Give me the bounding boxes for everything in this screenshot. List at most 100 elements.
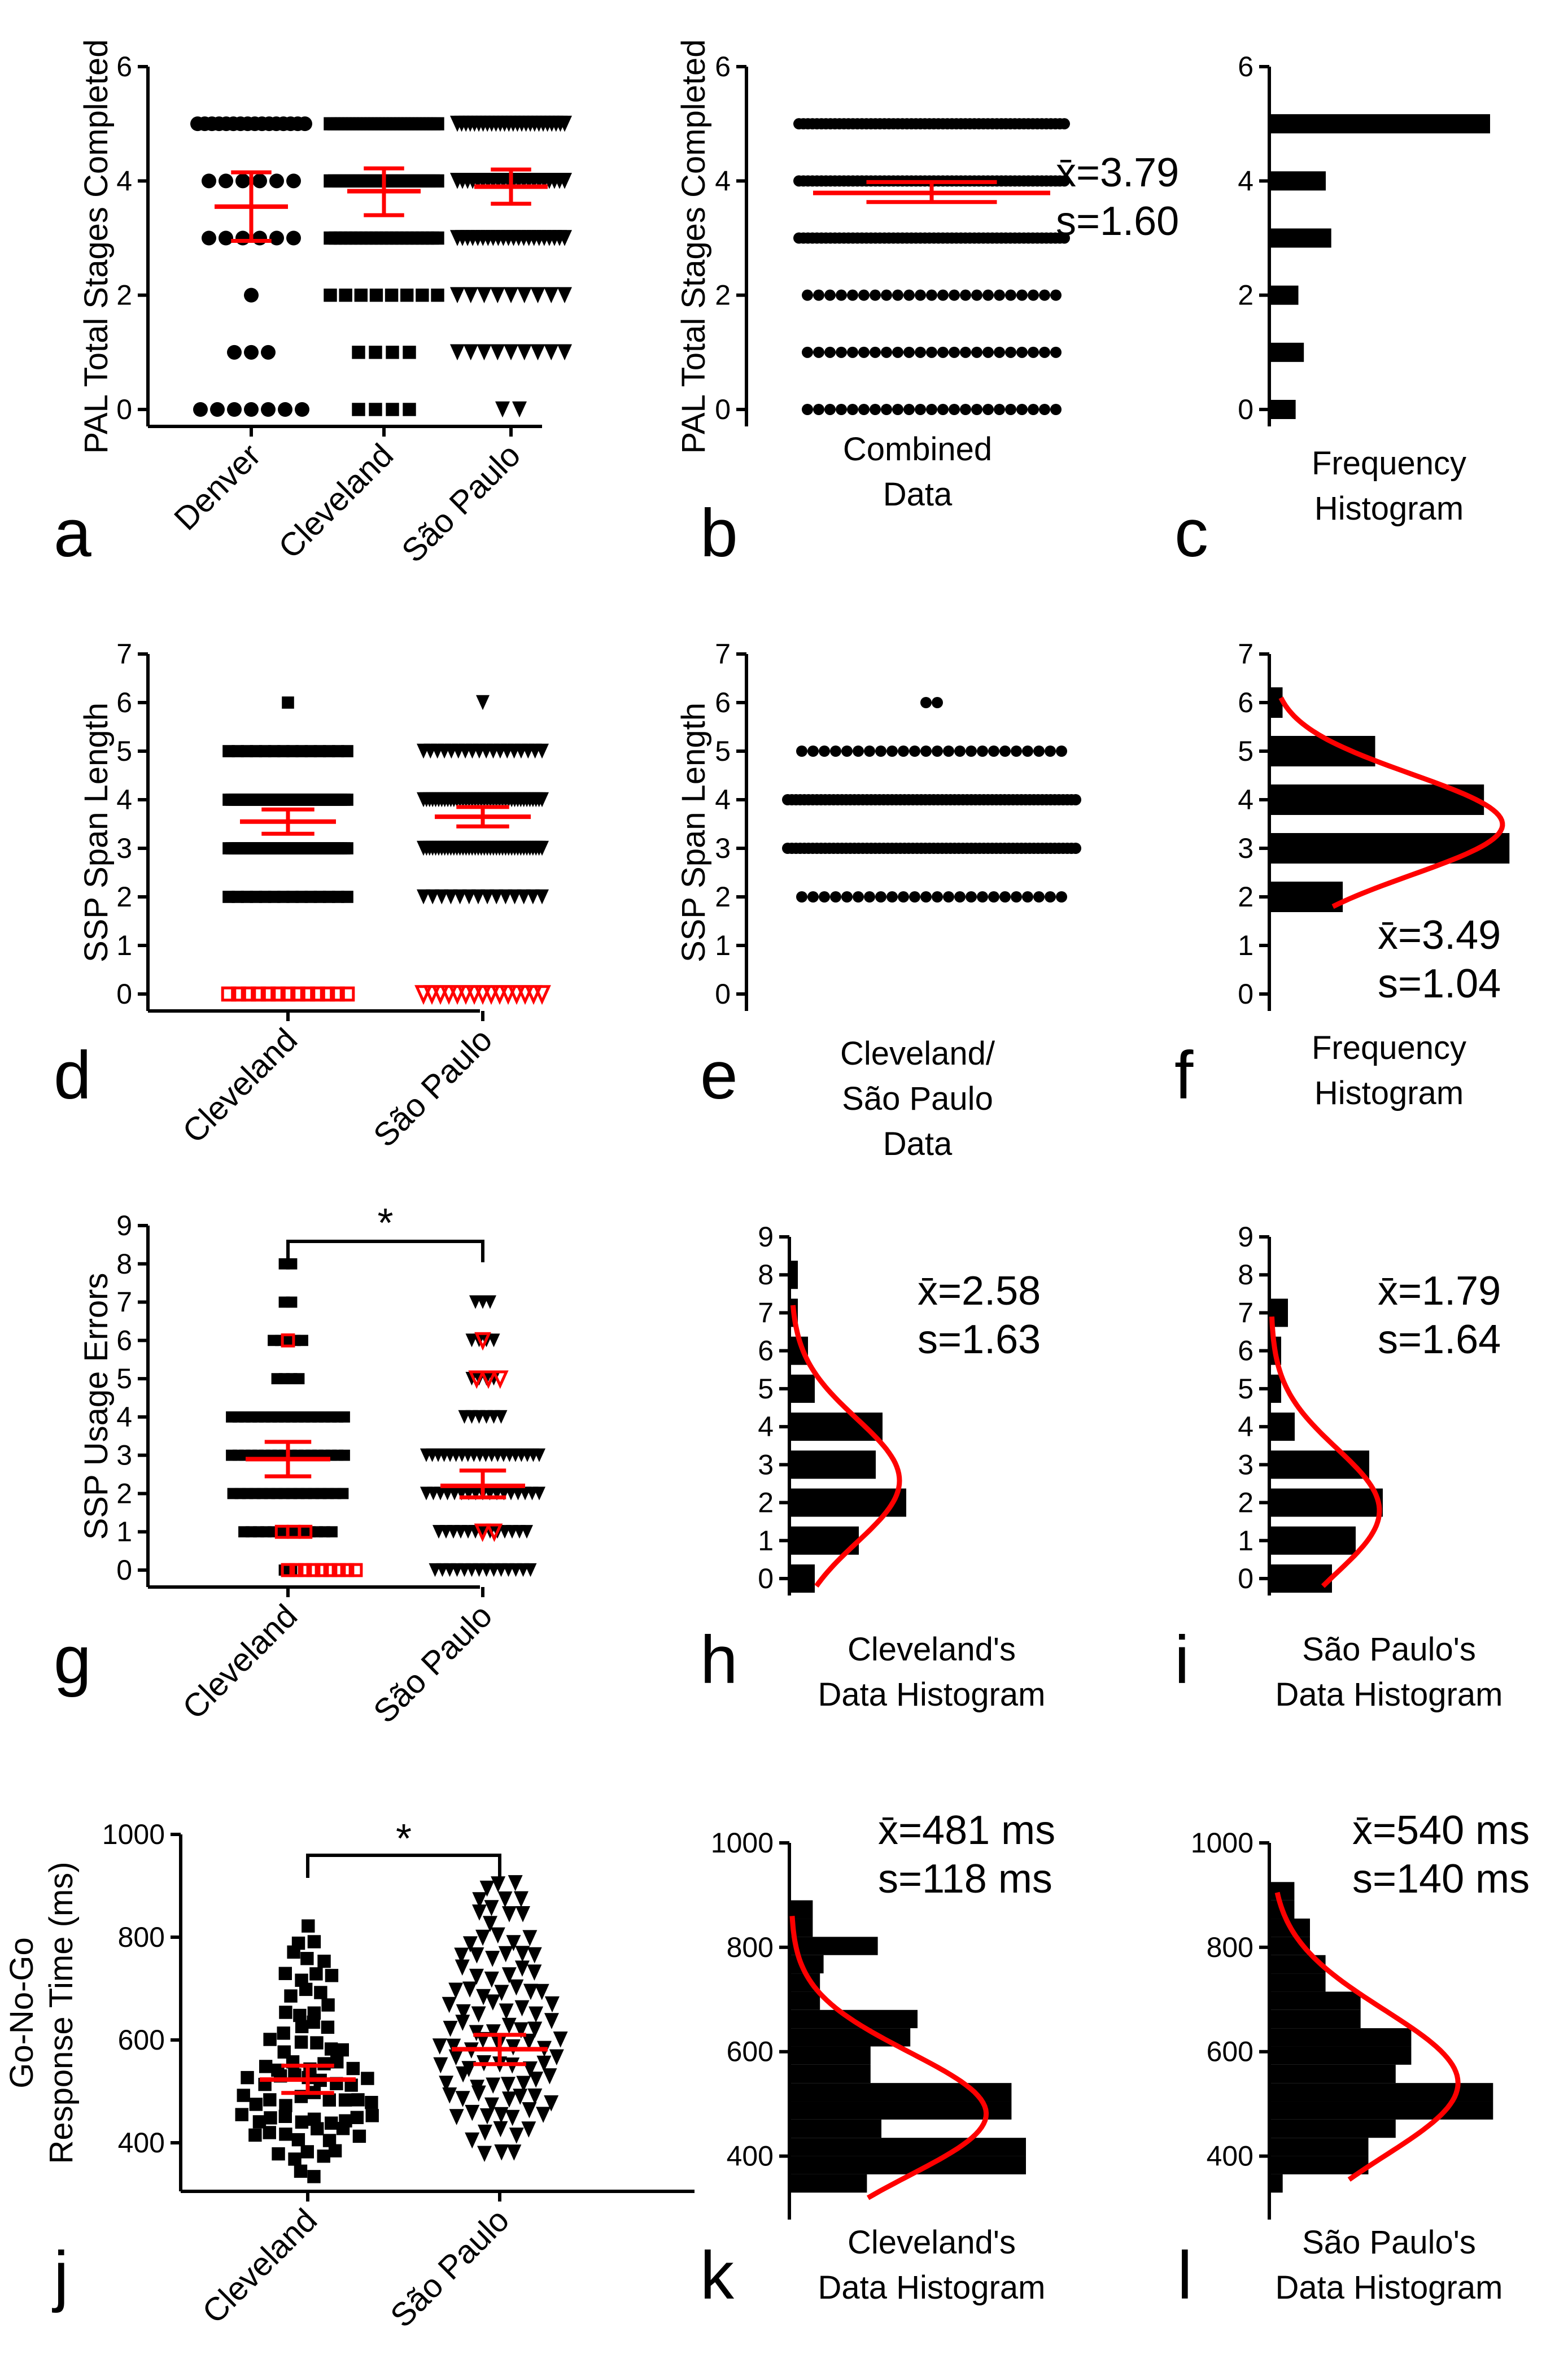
data-point xyxy=(325,1969,339,1982)
y-tick-label: 3 xyxy=(715,832,731,864)
data-point xyxy=(853,746,864,757)
data-point xyxy=(954,746,966,757)
data-point xyxy=(339,1411,350,1423)
data-point xyxy=(932,891,943,903)
data-point xyxy=(433,2057,448,2074)
panel-letter: e xyxy=(700,1037,738,1113)
data-point xyxy=(937,404,949,415)
y-tick-label: 4 xyxy=(116,784,132,816)
data-point xyxy=(227,345,242,360)
data-point xyxy=(557,115,572,132)
data-point xyxy=(909,891,920,903)
data-point xyxy=(886,746,898,757)
data-point xyxy=(491,985,509,1005)
y-tick-label: 2 xyxy=(715,881,731,913)
data-point xyxy=(244,345,259,360)
y-tick-label: 7 xyxy=(715,638,731,670)
panel-letter: h xyxy=(700,1622,738,1698)
data-point xyxy=(443,2020,458,2037)
data-point xyxy=(385,288,399,302)
y-tick-label: 600 xyxy=(118,2024,165,2056)
data-point xyxy=(915,289,926,301)
mean-annotation: x̄=2.58 xyxy=(918,1268,1041,1314)
data-point xyxy=(386,346,399,359)
histogram-bar xyxy=(1271,342,1304,362)
y-tick-label: 3 xyxy=(116,832,132,864)
data-point xyxy=(465,2132,480,2149)
data-point xyxy=(508,985,526,1005)
x-axis-title: Frequency xyxy=(1312,1030,1466,1066)
data-point xyxy=(960,346,971,358)
y-tick-label: 5 xyxy=(715,735,731,767)
y-tick-label: 2 xyxy=(116,1477,132,1509)
x-axis-title: São Paulo xyxy=(842,1080,993,1117)
data-point xyxy=(297,1335,308,1346)
histogram-bar xyxy=(1271,285,1299,305)
data-point xyxy=(892,289,903,301)
data-point xyxy=(527,1947,542,1964)
data-point xyxy=(219,230,233,246)
x-category-label: Denver xyxy=(167,437,268,537)
data-point xyxy=(307,2170,321,2183)
data-point xyxy=(352,346,365,359)
data-point xyxy=(1033,746,1045,757)
data-point xyxy=(937,346,949,358)
data-point xyxy=(244,287,259,303)
data-point xyxy=(450,344,465,361)
data-point xyxy=(943,891,954,903)
panel-letter: a xyxy=(54,495,91,571)
data-point xyxy=(1022,746,1033,757)
data-point xyxy=(495,1410,508,1424)
y-tick-label: 1 xyxy=(758,1525,774,1557)
y-tick-label: 800 xyxy=(118,1921,165,1953)
y-tick-label: 1 xyxy=(1238,930,1253,961)
data-point xyxy=(1039,346,1050,358)
data-point xyxy=(321,2020,335,2034)
y-tick-label: 6 xyxy=(1238,51,1253,82)
y-tick-label: 4 xyxy=(116,165,132,197)
data-point xyxy=(307,2006,321,2020)
y-tick-label: 800 xyxy=(1207,1932,1253,1963)
data-point xyxy=(431,231,444,245)
x-axis-title: Data xyxy=(883,476,953,513)
data-point xyxy=(490,344,505,361)
data-point xyxy=(544,2095,559,2112)
significance-star: * xyxy=(377,1201,393,1246)
y-tick-label: 3 xyxy=(1238,832,1253,864)
sd-annotation: s=140 ms xyxy=(1352,1856,1530,1902)
data-point xyxy=(853,891,864,903)
data-point xyxy=(847,346,858,358)
histogram-bar xyxy=(791,1450,876,1479)
data-point xyxy=(1045,746,1056,757)
data-point xyxy=(260,986,276,1002)
data-point xyxy=(471,1904,487,1921)
y-tick-label: 0 xyxy=(715,978,731,1010)
y-axis-title: Response Time (ms) xyxy=(43,1862,80,2164)
data-point xyxy=(522,2061,538,2078)
y-tick-label: 0 xyxy=(1238,978,1253,1010)
data-point xyxy=(847,404,858,415)
y-tick-label: 8 xyxy=(116,1248,132,1280)
data-point xyxy=(527,2088,543,2105)
data-point xyxy=(858,289,870,301)
data-point xyxy=(294,2035,308,2049)
y-tick-label: 7 xyxy=(116,1287,132,1318)
data-point xyxy=(966,746,977,757)
data-point xyxy=(949,289,960,301)
data-point xyxy=(249,2098,263,2111)
y-tick-label: 2 xyxy=(758,1487,774,1519)
data-point xyxy=(442,2087,457,2104)
panel-letter: k xyxy=(700,2238,735,2313)
histogram-bar xyxy=(1271,1973,1326,1992)
y-tick-label: 1 xyxy=(116,1516,132,1547)
data-point xyxy=(501,2017,517,2034)
data-point xyxy=(491,1370,509,1389)
data-point xyxy=(344,2078,358,2092)
y-axis-title: SSP Span Length xyxy=(675,703,712,962)
panel-f: 0 1 2 3 4 5 6 7 x̄=3.49s=1.04 Frequency Histogram f xyxy=(1174,638,1510,1113)
y-tick-label: 8 xyxy=(758,1259,774,1291)
y-tick-label: 6 xyxy=(715,51,731,82)
y-tick-label: 7 xyxy=(1238,638,1253,670)
data-point xyxy=(509,2128,524,2144)
